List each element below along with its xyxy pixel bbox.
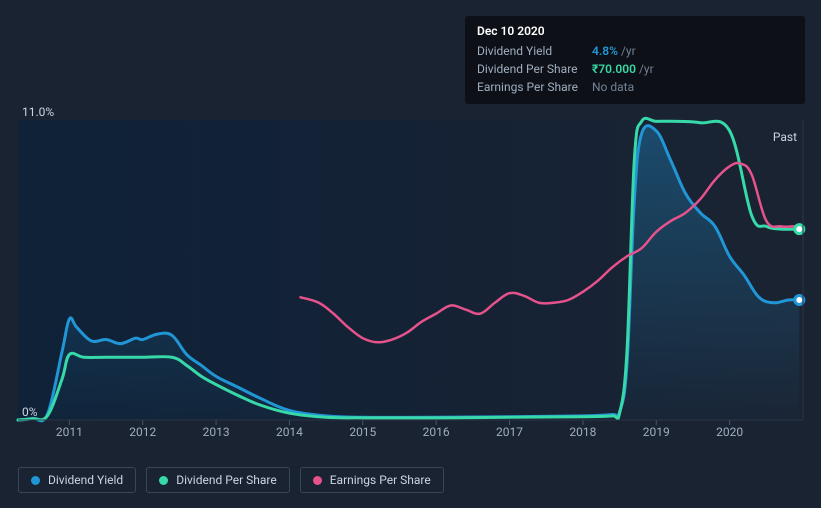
x-tick-label: 2011 — [56, 425, 83, 439]
legend-label: Dividend Per Share — [176, 473, 277, 487]
legend-dot — [159, 476, 168, 485]
chart-svg — [18, 120, 803, 420]
x-tick-label: 2018 — [569, 425, 596, 439]
tooltip-row-dividend-yield: Dividend Yield 4.8% /yr — [477, 42, 793, 60]
x-tick-label: 2019 — [643, 425, 670, 439]
y-axis-min-label: 0% — [22, 405, 38, 419]
x-tick-label: 2017 — [496, 425, 523, 439]
legend-dot — [313, 476, 322, 485]
y-axis-max-label: 11.0% — [22, 105, 54, 119]
tooltip-label: Dividend Per Share — [477, 62, 592, 76]
x-tick-label: 2014 — [276, 425, 303, 439]
tooltip-label: Dividend Yield — [477, 44, 592, 58]
tooltip-date: Dec 10 2020 — [477, 24, 793, 42]
x-tick-label: 2013 — [203, 425, 230, 439]
x-tick-label: 2016 — [423, 425, 450, 439]
legend-item-dividend-yield[interactable]: Dividend Yield — [18, 467, 136, 493]
legend-label: Earnings Per Share — [330, 473, 431, 487]
tooltip-value: 4.8% /yr — [592, 44, 636, 58]
tooltip-value: ₹70.000 /yr — [592, 62, 654, 76]
tooltip-label: Earnings Per Share — [477, 80, 592, 94]
legend-label: Dividend Yield — [48, 473, 123, 487]
tooltip-row-dividend-per-share: Dividend Per Share ₹70.000 /yr — [477, 60, 793, 78]
legend-item-earnings-per-share[interactable]: Earnings Per Share — [300, 467, 444, 493]
legend-dot — [31, 476, 40, 485]
chart-legend: Dividend Yield Dividend Per Share Earnin… — [18, 467, 444, 493]
x-tick-label: 2020 — [716, 425, 743, 439]
x-tick-label: 2012 — [129, 425, 156, 439]
legend-item-dividend-per-share[interactable]: Dividend Per Share — [146, 467, 290, 493]
tooltip-row-earnings-per-share: Earnings Per Share No data — [477, 78, 793, 96]
tooltip-nodata: No data — [592, 80, 634, 94]
x-tick-label: 2015 — [349, 425, 376, 439]
x-axis: 2011 2012 2013 2014 2015 2016 2017 2018 2019 2020 — [18, 425, 803, 445]
chart-tooltip: Dec 10 2020 Dividend Yield 4.8% /yr Divi… — [465, 16, 805, 104]
past-label: Past — [773, 130, 797, 144]
chart-area[interactable] — [18, 120, 803, 420]
